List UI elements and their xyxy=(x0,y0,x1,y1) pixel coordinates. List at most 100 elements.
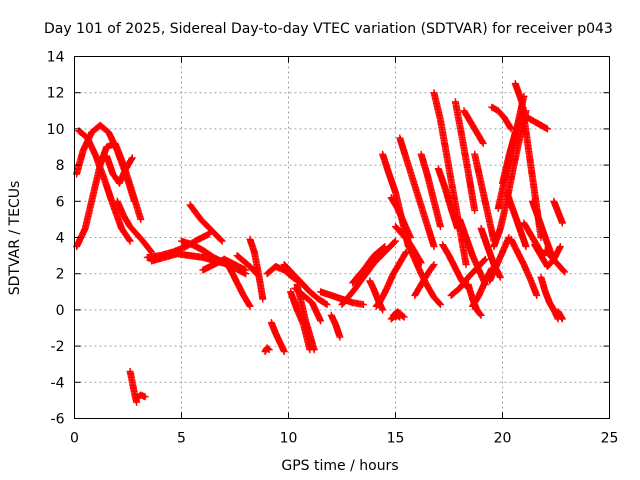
y-tick-label: -2 xyxy=(51,339,65,355)
y-tick-label: 6 xyxy=(56,194,65,210)
marker-path xyxy=(113,197,155,256)
y-tick-label: 0 xyxy=(56,303,65,319)
marker-path xyxy=(392,310,408,321)
y-tick-label: 10 xyxy=(47,122,65,138)
series-track-37 xyxy=(411,261,438,299)
series-track-40 xyxy=(434,165,462,232)
series-track-59 xyxy=(524,114,551,133)
series-track-17 xyxy=(267,319,288,355)
series-track-22 xyxy=(293,281,318,354)
marker-path xyxy=(75,127,134,245)
marker-path xyxy=(541,246,569,276)
series-track-54 xyxy=(499,110,526,187)
marker-path xyxy=(490,107,530,251)
series-track-26 xyxy=(349,243,389,287)
marker-path xyxy=(372,248,410,310)
x-tick-label: 15 xyxy=(387,431,405,447)
series-track-62 xyxy=(537,273,562,323)
y-tick-label: -4 xyxy=(51,375,65,391)
marker-path xyxy=(434,165,462,232)
marker-path xyxy=(469,264,496,310)
x-tick-label: 0 xyxy=(70,431,79,447)
series-track-03 xyxy=(75,127,134,245)
marker-path xyxy=(488,103,515,133)
y-axis-label: SDTVAR / TECUs xyxy=(7,181,23,296)
series-track-38 xyxy=(417,150,444,231)
series-track-31 xyxy=(392,310,408,321)
x-axis-label: GPS time / hours xyxy=(281,458,398,474)
series-track-25 xyxy=(338,237,399,308)
marker-path xyxy=(338,237,399,308)
y-tick-label: 2 xyxy=(56,267,65,283)
series-track-63 xyxy=(541,246,569,276)
marker-path xyxy=(327,311,344,341)
series-track-48 xyxy=(471,150,498,245)
marker-path xyxy=(451,98,479,214)
series-track-33 xyxy=(387,194,414,241)
marker-path xyxy=(524,114,551,133)
marker-path xyxy=(186,201,226,245)
axis-ticks: 0 5 10 15 20 25 -6 -4 -2 0 2 4 6 8 10 12 14 xyxy=(47,50,619,447)
marker-path xyxy=(387,194,414,241)
series-track-24 xyxy=(327,311,344,341)
marker-path xyxy=(456,215,489,289)
marker-path xyxy=(460,107,487,147)
series-track-09 xyxy=(186,201,226,245)
y-tick-label: 4 xyxy=(56,231,65,247)
marker-path xyxy=(471,150,498,245)
series-track-28 xyxy=(372,248,410,310)
marker-path xyxy=(133,391,149,403)
series-track-60 xyxy=(529,197,556,260)
chart-title: Day 101 of 2025, Sidereal Day-to-day VTE… xyxy=(44,21,613,37)
series-track-65 xyxy=(554,308,566,323)
marker-path xyxy=(554,308,566,323)
marker-path xyxy=(507,235,541,299)
series-track-16 xyxy=(261,344,273,355)
marker-path xyxy=(396,134,438,251)
x-tick-label: 20 xyxy=(494,431,512,447)
x-tick-label: 10 xyxy=(280,431,298,447)
series-track-04 xyxy=(103,152,136,187)
series-track-47 xyxy=(469,264,496,310)
marker-path xyxy=(280,261,331,308)
y-tick-label: -6 xyxy=(51,412,65,428)
marker-path xyxy=(550,197,566,227)
series-track-11 xyxy=(220,255,254,310)
series-track-12 xyxy=(233,252,260,278)
marker-path xyxy=(233,252,260,278)
series-track-64 xyxy=(550,197,566,227)
marker-path xyxy=(529,197,556,260)
series-track-55 xyxy=(503,188,530,251)
series-track-51 xyxy=(488,103,515,133)
series-track-43 xyxy=(451,98,479,214)
series-track-44 xyxy=(460,107,487,147)
marker-path xyxy=(411,261,438,299)
marker-path xyxy=(267,319,288,355)
marker-path xyxy=(417,150,444,231)
y-tick-label: 14 xyxy=(47,50,65,66)
x-tick-label: 5 xyxy=(177,431,186,447)
series-track-05 xyxy=(113,197,155,256)
marker-path xyxy=(220,255,254,310)
marker-path xyxy=(503,188,530,251)
marker-path xyxy=(486,234,513,285)
y-tick-label: 8 xyxy=(56,158,65,174)
marker-path xyxy=(499,110,526,187)
series-track-56 xyxy=(507,235,541,299)
series-track-35 xyxy=(396,134,438,251)
series-track-45 xyxy=(456,215,489,289)
marker-path xyxy=(293,281,318,354)
marker-path xyxy=(261,344,273,355)
series-track-15 xyxy=(133,391,149,403)
series-track-13 xyxy=(246,235,267,303)
series-track-20 xyxy=(280,261,331,308)
y-tick-label: 12 xyxy=(47,86,65,102)
marker-path xyxy=(537,273,562,323)
data-marks xyxy=(73,80,569,406)
series-track-52 xyxy=(490,107,530,251)
x-tick-label: 25 xyxy=(601,431,619,447)
marker-path xyxy=(103,152,136,187)
series-track-50 xyxy=(486,234,513,285)
marker-path xyxy=(349,243,389,287)
